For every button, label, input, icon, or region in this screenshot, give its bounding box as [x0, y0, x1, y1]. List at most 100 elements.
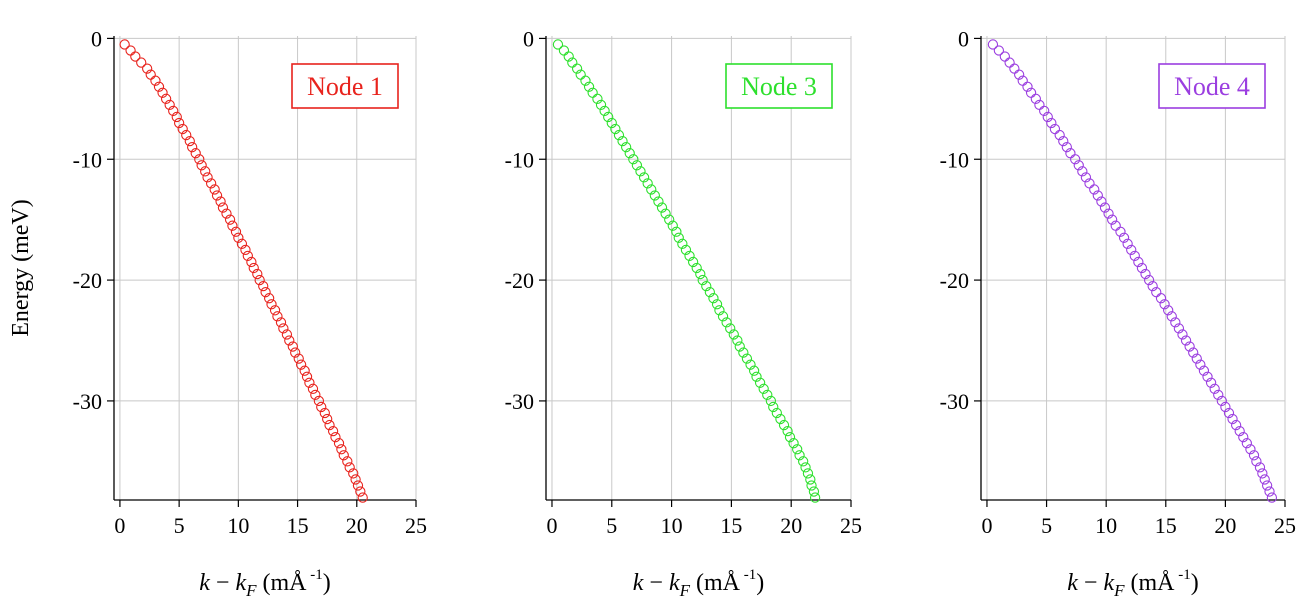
- data-point: [580, 75, 591, 86]
- data-point: [293, 353, 304, 364]
- data-point: [782, 425, 793, 437]
- data-point: [136, 57, 147, 68]
- y-tick-label: -20: [73, 268, 102, 293]
- data-point: [684, 250, 695, 262]
- data-point: [606, 117, 617, 129]
- data-point: [168, 105, 179, 117]
- y-tick-label: 0: [523, 26, 534, 51]
- data-point: [1092, 190, 1103, 201]
- data-point: [563, 51, 574, 62]
- data-point: [1042, 111, 1053, 123]
- data-point: [1209, 383, 1220, 394]
- data-point: [667, 220, 678, 231]
- data-point: [196, 160, 207, 171]
- data-point: [610, 123, 621, 135]
- y-tick-label: -30: [940, 389, 969, 414]
- data-point: [1264, 486, 1275, 497]
- x-tick-label: 25: [840, 513, 862, 538]
- data-point: [342, 456, 353, 467]
- data-point: [227, 220, 238, 231]
- data-point: [1238, 432, 1249, 443]
- data-point: [352, 480, 364, 491]
- data-point: [258, 280, 269, 292]
- data-point: [1115, 226, 1126, 237]
- data-point: [1213, 389, 1224, 401]
- legend-label: Node 4: [1174, 72, 1250, 101]
- data-point: [1126, 244, 1137, 256]
- data-point: [350, 474, 361, 485]
- data-point: [330, 432, 341, 443]
- data-point: [190, 148, 201, 159]
- data-point: [1202, 371, 1213, 382]
- data-point: [242, 250, 253, 262]
- plot-panel-3: 0 5 10 15 20 25 0 -10 -20 -30 Node 4 k − kF (mÅ -1): [940, 26, 1296, 600]
- legend: Node 4: [1158, 63, 1266, 109]
- data-point: [209, 184, 220, 195]
- data-point: [695, 268, 706, 280]
- data-point: [1046, 117, 1057, 129]
- data-point: [157, 87, 168, 98]
- data-point: [732, 335, 743, 346]
- x-axis-label: k − kF (mÅ -1): [1067, 567, 1199, 600]
- x-tick-label: 25: [1274, 513, 1296, 538]
- legend-box: [725, 63, 833, 109]
- data-point: [794, 450, 805, 461]
- data-point: [1106, 214, 1118, 225]
- data-point: [613, 129, 625, 141]
- data-point: [708, 293, 719, 304]
- data-point: [800, 462, 811, 473]
- data-point: [802, 468, 814, 479]
- data-point: [1054, 129, 1065, 141]
- data-point: [697, 274, 708, 286]
- data-point: [680, 244, 692, 256]
- data-point: [254, 274, 265, 286]
- data-point: [246, 256, 257, 268]
- data-point: [806, 480, 817, 491]
- data-point: [599, 105, 610, 117]
- data-point: [1188, 347, 1199, 358]
- data-point: [1166, 311, 1177, 322]
- x-tick-label: 5: [606, 513, 617, 538]
- data-point: [1155, 293, 1167, 304]
- data-point: [620, 142, 632, 153]
- data-point: [748, 365, 760, 376]
- data-point: [768, 401, 779, 413]
- data-point: [316, 401, 327, 413]
- data-point: [333, 438, 345, 449]
- data-point: [260, 287, 271, 298]
- x-axis-label: k − kF (mÅ -1): [633, 567, 765, 600]
- data-point: [987, 39, 999, 50]
- x-tick-label: 0: [981, 513, 992, 538]
- legend: Node 1: [291, 63, 399, 109]
- data-point: [583, 81, 595, 92]
- data-point: [284, 335, 295, 346]
- data-point: [714, 305, 725, 316]
- x-axis-label: k − kF (mÅ -1): [199, 567, 331, 600]
- data-point: [558, 45, 570, 56]
- data-point: [236, 238, 248, 249]
- data-point: [635, 166, 646, 177]
- data-point: [646, 184, 657, 195]
- data-point: [287, 341, 298, 352]
- data-point: [788, 438, 799, 449]
- x-tick-label: 20: [346, 513, 368, 538]
- data-point: [1163, 305, 1174, 316]
- data-point: [1220, 401, 1231, 413]
- data-point: [1129, 250, 1140, 262]
- data-point: [233, 232, 244, 243]
- data-point: [624, 148, 635, 159]
- data-point: [322, 413, 333, 425]
- data-point: [1004, 57, 1015, 68]
- data-point: [295, 359, 307, 370]
- data-point: [711, 299, 723, 310]
- data-point: [1022, 81, 1033, 92]
- data-point: [324, 419, 335, 431]
- data-point: [355, 486, 366, 497]
- data-point: [691, 262, 702, 274]
- data-point: [248, 262, 259, 274]
- y-tick-label: -30: [73, 389, 102, 414]
- data-point: [1257, 468, 1268, 479]
- x-tick-label: 0: [114, 513, 125, 538]
- data-point: [762, 389, 773, 401]
